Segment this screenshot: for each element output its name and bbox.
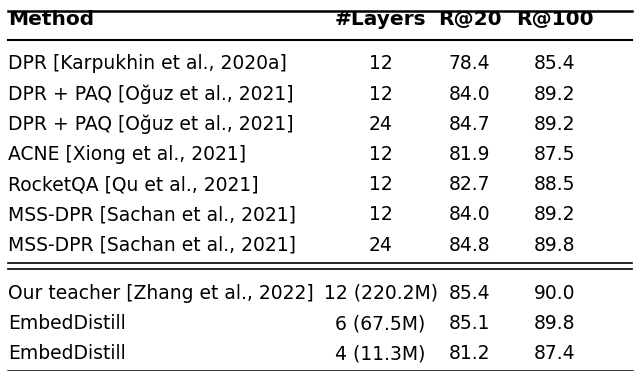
Text: 84.0: 84.0 [449,206,490,224]
Text: 12: 12 [369,85,392,104]
Text: 6 (67.5M): 6 (67.5M) [335,314,426,333]
Text: R@20: R@20 [438,10,502,29]
Text: 84.7: 84.7 [449,115,490,134]
Text: ACNE [Xiong et al., 2021]: ACNE [Xiong et al., 2021] [8,145,246,164]
Text: 12: 12 [369,206,392,224]
Text: 89.8: 89.8 [534,314,575,333]
Text: RocketQA [Qu et al., 2021]: RocketQA [Qu et al., 2021] [8,175,259,194]
Text: 82.7: 82.7 [449,175,490,194]
Text: Method: Method [8,10,94,29]
Text: 89.2: 89.2 [534,115,575,134]
Text: 12: 12 [369,175,392,194]
Text: MSS-DPR [Sachan et al., 2021]: MSS-DPR [Sachan et al., 2021] [8,236,296,255]
Text: EmbedDistill: EmbedDistill [8,314,125,333]
Text: 85.4: 85.4 [449,284,490,303]
Text: DPR + PAQ [Oğuz et al., 2021]: DPR + PAQ [Oğuz et al., 2021] [8,115,293,134]
Text: 85.1: 85.1 [449,314,490,333]
Text: 24: 24 [369,236,392,255]
Text: 12: 12 [369,145,392,164]
Text: DPR + PAQ [Oğuz et al., 2021]: DPR + PAQ [Oğuz et al., 2021] [8,85,293,104]
Text: 4 (11.3M): 4 (11.3M) [335,344,426,363]
Text: 89.2: 89.2 [534,85,575,104]
Text: #Layers: #Layers [335,10,426,29]
Text: 12: 12 [369,55,392,73]
Text: Our teacher [Zhang et al., 2022]: Our teacher [Zhang et al., 2022] [8,284,314,303]
Text: 81.9: 81.9 [449,145,490,164]
Text: MSS-DPR [Sachan et al., 2021]: MSS-DPR [Sachan et al., 2021] [8,206,296,224]
Text: 78.4: 78.4 [449,55,490,73]
Text: 90.0: 90.0 [534,284,575,303]
Text: R@100: R@100 [516,10,593,29]
Text: 88.5: 88.5 [534,175,575,194]
Text: 87.5: 87.5 [534,145,575,164]
Text: DPR [Karpukhin et al., 2020a]: DPR [Karpukhin et al., 2020a] [8,55,287,73]
Text: 87.4: 87.4 [534,344,575,363]
Text: 89.8: 89.8 [534,236,575,255]
Text: 89.2: 89.2 [534,206,575,224]
Text: EmbedDistill: EmbedDistill [8,344,125,363]
Text: 24: 24 [369,115,392,134]
Text: 12 (220.2M): 12 (220.2M) [324,284,438,303]
Text: 85.4: 85.4 [534,55,575,73]
Text: 84.0: 84.0 [449,85,490,104]
Text: 81.2: 81.2 [449,344,490,363]
Text: 84.8: 84.8 [449,236,490,255]
